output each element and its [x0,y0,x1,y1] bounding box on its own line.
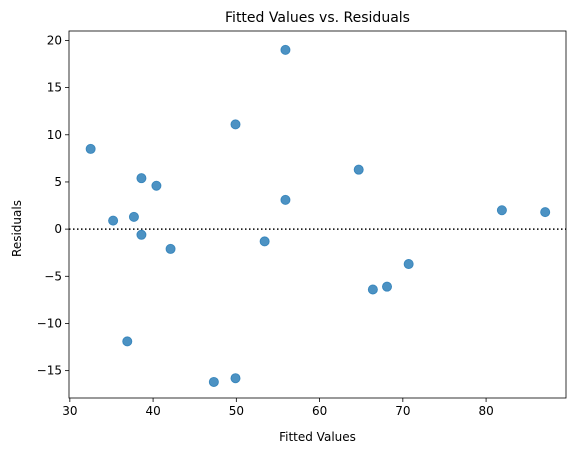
y-tick-label: 20 [47,33,62,47]
data-point [259,236,270,247]
y-tick-label: −10 [37,316,62,330]
x-tick-label: 40 [145,404,160,418]
x-tick-label: 80 [478,404,493,418]
data-point [382,281,393,292]
data-point [353,164,364,175]
data-point [108,215,119,226]
x-tick-label: 30 [62,404,77,418]
chart-title: Fitted Values vs. Residuals [225,10,410,26]
data-point [496,205,507,216]
y-tick-label: 5 [54,175,62,189]
data-point [230,373,241,384]
data-point [128,211,139,222]
y-tick-label: 15 [47,81,62,95]
x-axis-title: Fitted Values [279,430,356,444]
x-tick-label: 50 [229,404,244,418]
plot-area: 30 40 50 60 70 80 −15 −10 −5 0 5 10 15 20 [37,30,567,418]
data-point [367,284,378,295]
data-point [230,119,241,130]
data-point [280,194,291,205]
data-point [165,243,176,254]
data-point [85,143,96,154]
data-point [136,173,147,184]
y-tick-label: 10 [47,128,62,142]
data-point [280,44,291,55]
data-point [136,229,147,240]
y-tick-label: 0 [54,222,62,236]
data-point [403,259,414,270]
x-tick-label: 70 [395,404,410,418]
data-point [540,207,551,218]
y-tick-label: −5 [44,269,62,283]
data-point [122,336,133,347]
y-tick-label: −15 [37,364,62,378]
data-point [151,180,162,191]
plot-frame [68,30,567,399]
data-point [208,376,219,387]
y-axis-title: Residuals [10,200,24,257]
x-tick-label: 60 [312,404,327,418]
